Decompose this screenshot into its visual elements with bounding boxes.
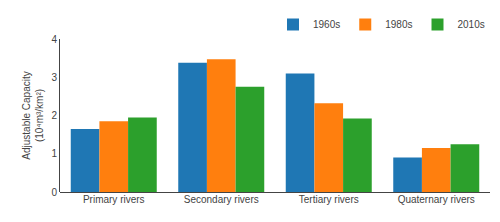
svg-text:1960s: 1960s [313,19,340,30]
svg-text:Adjustable Capacity(10⁴m³/km²): Adjustable Capacity(10⁴m³/km²) [21,71,45,159]
svg-text:Quaternary rivers: Quaternary rivers [398,194,475,205]
svg-text:2: 2 [51,110,57,121]
svg-text:3: 3 [51,72,57,83]
svg-text:0: 0 [51,187,57,198]
svg-text:Primary rivers: Primary rivers [83,194,145,205]
svg-text:1: 1 [51,148,57,159]
svg-text:Secondary rivers: Secondary rivers [184,194,259,205]
svg-text:4: 4 [51,34,57,45]
svg-text:2010s: 2010s [458,19,485,30]
svg-text:Tertiary rivers: Tertiary rivers [299,194,359,205]
svg-text:1980s: 1980s [385,19,412,30]
